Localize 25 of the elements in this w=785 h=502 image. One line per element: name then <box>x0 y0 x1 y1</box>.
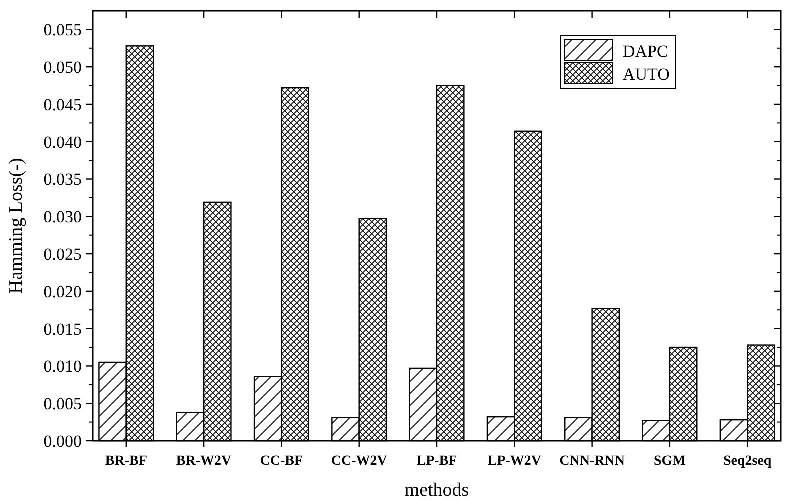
y-tick-label: 0.050 <box>44 58 82 78</box>
y-tick-label: 0.045 <box>44 95 82 114</box>
y-tick-label: 0.035 <box>44 170 82 190</box>
x-tick-label: SGM <box>654 454 686 469</box>
y-tick-label: 0.010 <box>44 357 82 376</box>
x-tick-label: BR-BF <box>105 454 148 469</box>
y-tick-label: 0.040 <box>44 132 82 152</box>
x-tick-label: CNN-RNN <box>560 454 625 469</box>
y-tick-label: 0.015 <box>44 320 82 339</box>
y-tick-label: 0.025 <box>44 244 82 264</box>
x-tick-label: LP-BF <box>416 454 458 469</box>
x-tick-label: Seq2seq <box>723 454 772 469</box>
x-tick-label: CC-W2V <box>331 454 388 469</box>
y-tick-label: 0.005 <box>44 394 82 414</box>
x-tick-label: LP-W2V <box>488 454 542 469</box>
legend-label: AUTO <box>623 64 670 84</box>
x-axis-title: methods <box>404 480 470 501</box>
x-tick-label: CC-BF <box>260 454 304 469</box>
legend-label: DAPC <box>623 42 668 61</box>
y-tick-label: 0.055 <box>44 20 82 40</box>
y-tick-label: 0.000 <box>44 432 82 451</box>
y-tick-label: 0.030 <box>44 208 82 227</box>
x-tick-label: BR-W2V <box>176 454 232 469</box>
y-tick-label: 0.020 <box>44 282 82 302</box>
y-axis-title: Hamming Loss(-) <box>6 158 27 294</box>
